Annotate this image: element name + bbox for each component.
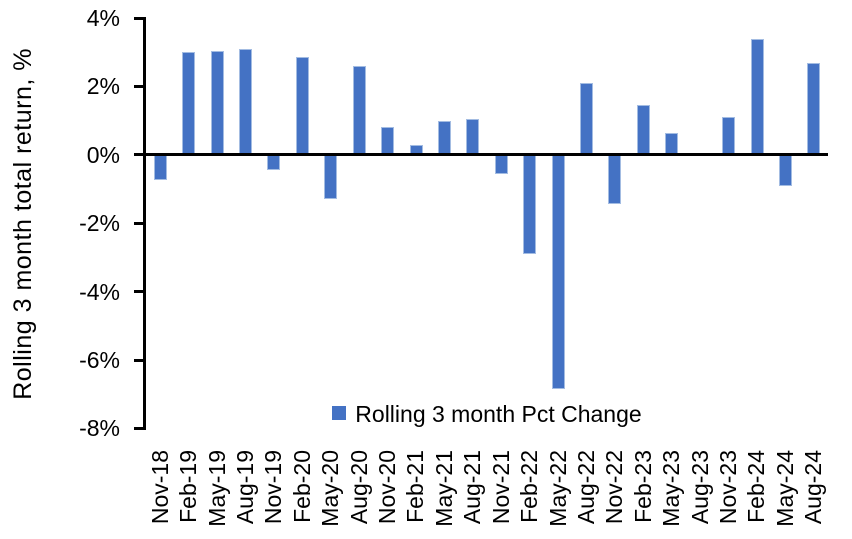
y-axis-line [143, 16, 146, 430]
legend-label: Rolling 3 month Pct Change [355, 401, 642, 427]
y-tick-label: 2% [86, 73, 120, 100]
y-tick-mark [134, 221, 143, 225]
bar [750, 38, 764, 155]
bar [381, 127, 394, 155]
x-tick-label: May-22 [544, 450, 571, 527]
y-tick-mark [134, 153, 143, 157]
x-tick-label: Aug-23 [686, 450, 713, 525]
y-tick-mark [134, 16, 143, 20]
bar [267, 154, 281, 171]
y-tick-mark [134, 426, 143, 430]
y-axis-title: Rolling 3 month total return, % [9, 48, 38, 400]
bar [608, 154, 622, 205]
x-tick-label: Aug-19 [231, 450, 258, 525]
bar [580, 83, 593, 155]
bar [665, 132, 679, 155]
x-tick-label: Nov-19 [260, 450, 287, 525]
y-tick-label: 4% [86, 5, 120, 31]
bar [523, 154, 537, 254]
x-tick-label: Aug-20 [345, 450, 372, 525]
bar [778, 154, 792, 186]
legend-swatch [332, 406, 347, 420]
bar [437, 120, 451, 155]
zero-axis-line [145, 153, 828, 157]
x-tick-label: Feb-22 [516, 450, 543, 523]
legend: Rolling 3 month Pct Change [146, 402, 828, 426]
x-tick-label: May-24 [771, 450, 798, 527]
y-tick-label: -6% [79, 347, 120, 373]
bar [239, 48, 252, 155]
x-tick-label: Aug-24 [800, 450, 827, 525]
x-tick-label: Feb-19 [175, 450, 202, 523]
bar [551, 154, 565, 390]
x-tick-label: Nov-20 [374, 450, 401, 525]
bar [324, 154, 338, 200]
x-tick-label: May-19 [203, 450, 230, 527]
x-tick-label: May-21 [430, 450, 457, 527]
y-axis-title-wrap: Rolling 3 month total return, % [4, 18, 44, 430]
x-tick-label: Nov-23 [715, 450, 742, 525]
y-tick-mark [134, 84, 143, 88]
y-tick-mark [134, 290, 143, 294]
x-tick-label: Feb-20 [288, 450, 315, 523]
x-tick-label: Feb-21 [402, 450, 429, 523]
x-tick-label: Nov-21 [487, 450, 514, 525]
y-tick-label: 0% [86, 141, 120, 168]
bar [352, 65, 366, 155]
bar [807, 62, 821, 155]
x-tick-label: Nov-18 [146, 450, 173, 525]
y-tick-label: -8% [79, 415, 120, 442]
bar [153, 154, 167, 181]
y-tick-label: -2% [79, 210, 120, 237]
x-tick-label: May-20 [317, 450, 344, 527]
x-tick-label: Aug-22 [572, 450, 599, 525]
bar [295, 57, 309, 155]
bar [466, 118, 480, 155]
bar [182, 52, 196, 155]
x-tick-label: Feb-23 [629, 450, 656, 523]
bar [210, 50, 224, 155]
x-tick-label: May-23 [658, 450, 685, 527]
bar [494, 154, 508, 174]
x-tick-label: Feb-24 [743, 450, 770, 523]
y-tick-label: -4% [79, 278, 120, 305]
bar [722, 117, 735, 155]
bar [636, 105, 650, 155]
x-tick-label: Aug-21 [459, 450, 486, 525]
y-tick-mark [134, 358, 143, 362]
x-tick-label: Nov-22 [601, 450, 628, 525]
